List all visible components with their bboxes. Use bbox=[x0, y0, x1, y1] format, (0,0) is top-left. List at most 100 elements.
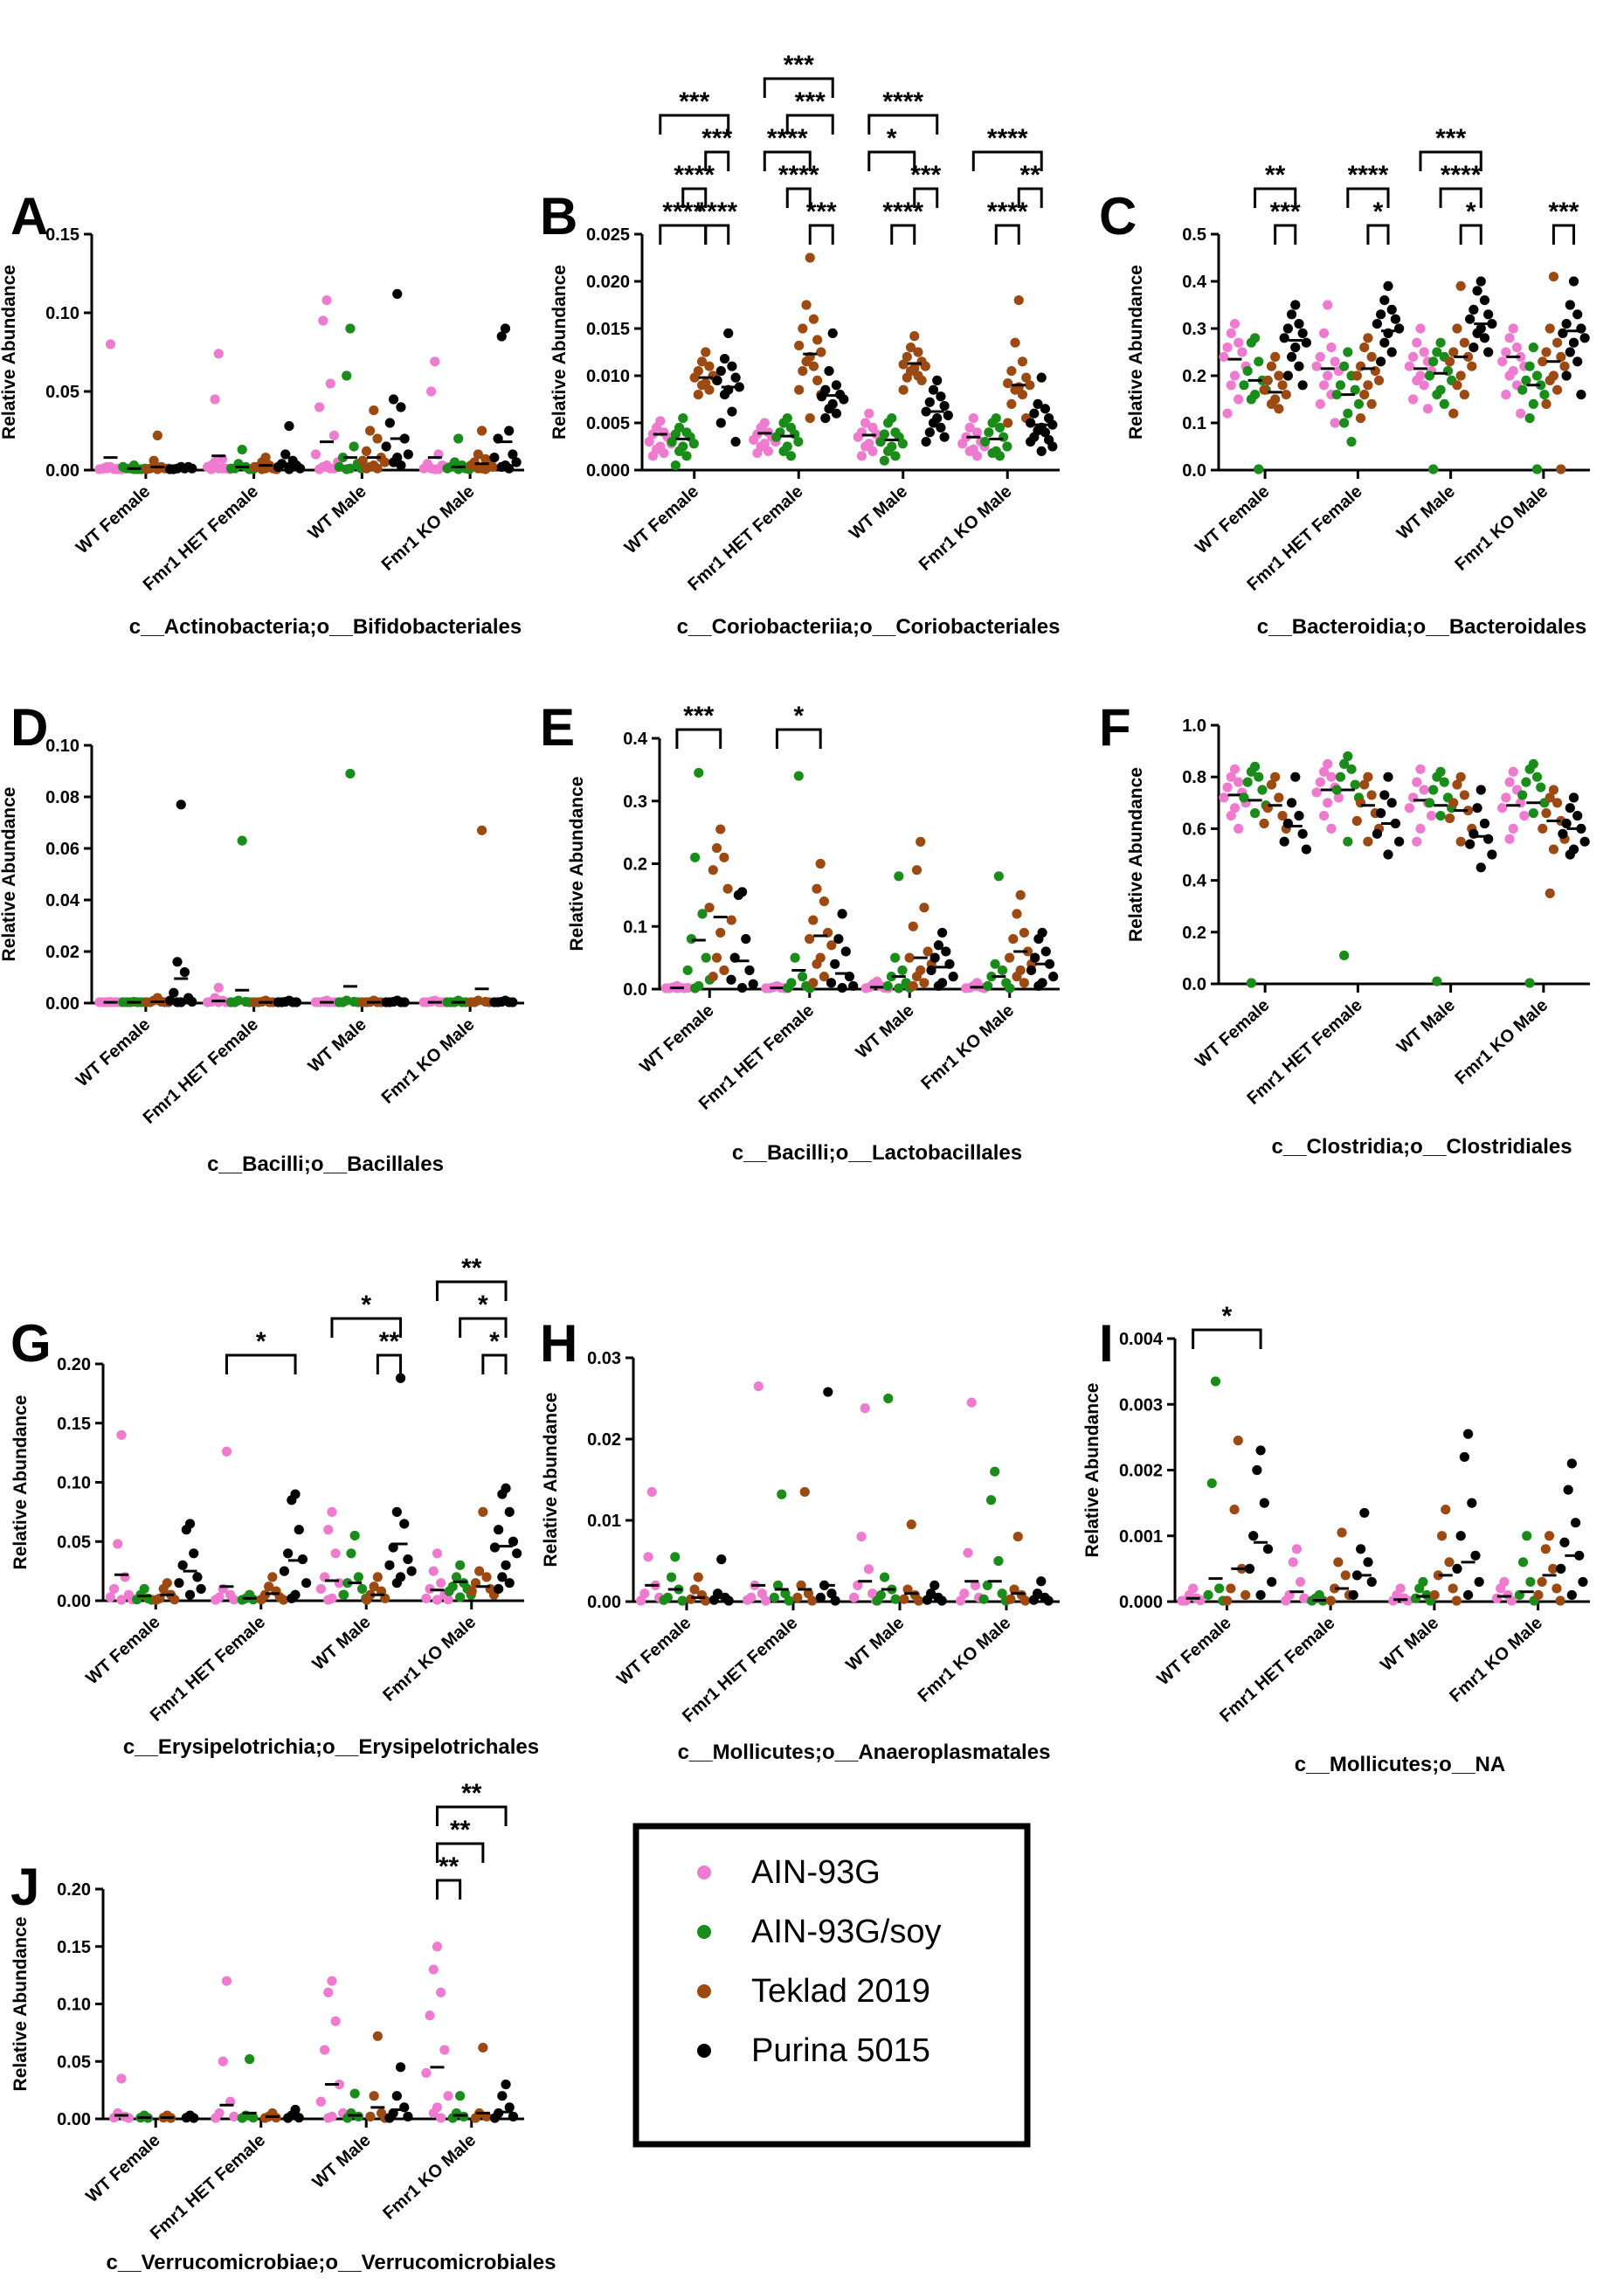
category-label: Fmr1 HET Female bbox=[1216, 1613, 1338, 1726]
significance-bracket bbox=[704, 224, 730, 245]
data-point bbox=[1019, 927, 1029, 938]
panel-c: C 0.0 0.1 0.2 0.3 0.4 0.5 Relative Abundance WT … bbox=[1099, 124, 1590, 639]
data-point bbox=[500, 323, 511, 334]
data-point bbox=[941, 946, 951, 957]
data-point bbox=[1290, 772, 1301, 782]
data-point bbox=[1475, 785, 1486, 795]
data-point bbox=[1315, 777, 1325, 787]
significance-label: * bbox=[793, 702, 804, 730]
y-tick-label: 0.00 bbox=[45, 461, 79, 481]
data-point bbox=[489, 1542, 501, 1553]
data-point bbox=[957, 439, 968, 449]
data-point bbox=[1222, 782, 1233, 793]
data-point bbox=[1346, 764, 1357, 774]
y-tick-label: 1.0 bbox=[1182, 716, 1206, 736]
data-point bbox=[1570, 1518, 1581, 1528]
data-point bbox=[719, 353, 730, 364]
data-point bbox=[1544, 1531, 1555, 1541]
significance-bracket bbox=[1366, 224, 1390, 245]
data-point bbox=[1270, 772, 1281, 782]
data-point bbox=[356, 1583, 368, 1595]
data-point bbox=[177, 1560, 188, 1570]
data-point bbox=[1318, 811, 1330, 821]
data-point bbox=[909, 331, 920, 342]
y-tick-label: 0.020 bbox=[586, 273, 630, 292]
data-point bbox=[1002, 441, 1012, 452]
data-point bbox=[830, 959, 840, 969]
data-point bbox=[273, 461, 283, 473]
data-point bbox=[784, 1595, 794, 1606]
data-point bbox=[696, 380, 708, 391]
data-point bbox=[971, 451, 983, 461]
data-point bbox=[1005, 1594, 1016, 1604]
y-tick-label: 0.005 bbox=[586, 414, 630, 433]
data-point bbox=[1504, 777, 1515, 787]
data-point bbox=[1556, 1563, 1566, 1574]
data-point bbox=[743, 1595, 753, 1605]
data-point bbox=[793, 437, 804, 447]
data-point bbox=[902, 1584, 913, 1595]
data-point bbox=[1386, 304, 1397, 315]
data-point bbox=[1379, 790, 1390, 800]
data-point bbox=[508, 2111, 519, 2121]
data-point bbox=[761, 983, 771, 993]
data-point bbox=[1501, 347, 1511, 357]
y-tick-label: 0.05 bbox=[57, 1533, 91, 1552]
data-point bbox=[1517, 384, 1528, 395]
data-point bbox=[1281, 1595, 1291, 1606]
data-point bbox=[816, 347, 826, 357]
significance-label: * bbox=[256, 1327, 266, 1356]
data-point bbox=[1259, 1498, 1269, 1508]
data-point bbox=[1337, 1527, 1347, 1538]
data-point bbox=[314, 402, 325, 412]
panel-title: c__Mollicutes;o__NA bbox=[1295, 1753, 1505, 1776]
data-point bbox=[1404, 361, 1414, 371]
data-point bbox=[1026, 437, 1036, 447]
data-point bbox=[690, 983, 701, 993]
data-point bbox=[283, 1548, 294, 1559]
y-tick-label: 0.4 bbox=[1182, 273, 1207, 292]
data-point bbox=[1487, 849, 1497, 860]
y-tick-label: 0.2 bbox=[623, 855, 647, 875]
data-point bbox=[1487, 319, 1497, 329]
data-point bbox=[890, 451, 901, 461]
data-point bbox=[794, 340, 805, 351]
data-point bbox=[726, 974, 736, 985]
data-point bbox=[455, 1592, 466, 1602]
data-point bbox=[330, 1548, 341, 1559]
data-point bbox=[752, 447, 763, 459]
data-point bbox=[780, 1588, 791, 1599]
data-point bbox=[820, 413, 831, 424]
data-point bbox=[384, 2113, 395, 2123]
data-point bbox=[1568, 337, 1579, 348]
data-point bbox=[494, 1583, 504, 1595]
data-point bbox=[1331, 785, 1342, 795]
data-point bbox=[1297, 828, 1308, 839]
significance-bracket bbox=[435, 1879, 462, 1900]
data-point bbox=[1274, 370, 1284, 381]
data-point bbox=[1012, 909, 1022, 919]
data-point bbox=[1255, 1589, 1266, 1601]
data-point bbox=[1356, 1544, 1366, 1554]
data-point bbox=[1531, 772, 1543, 782]
data-point bbox=[1282, 323, 1293, 334]
category-label: WT Male bbox=[842, 1613, 908, 1675]
data-point bbox=[1552, 798, 1563, 808]
data-point bbox=[1006, 366, 1017, 377]
data-point bbox=[897, 439, 908, 449]
data-point bbox=[1255, 1445, 1266, 1456]
data-point bbox=[1459, 1451, 1469, 1463]
significance-bracket bbox=[994, 224, 1020, 245]
category-label: Fmr1 KO Male bbox=[917, 1000, 1018, 1093]
data-point bbox=[1386, 347, 1397, 357]
data-point bbox=[287, 1495, 297, 1505]
data-point bbox=[871, 429, 881, 440]
data-point bbox=[278, 1595, 289, 1605]
data-point bbox=[794, 384, 805, 395]
data-point bbox=[1340, 1570, 1351, 1581]
y-axis-label: Relative Abundance bbox=[0, 787, 19, 962]
data-point bbox=[384, 418, 395, 428]
data-point bbox=[318, 315, 328, 326]
category-label: WT Female bbox=[621, 481, 702, 557]
data-point bbox=[280, 449, 291, 460]
